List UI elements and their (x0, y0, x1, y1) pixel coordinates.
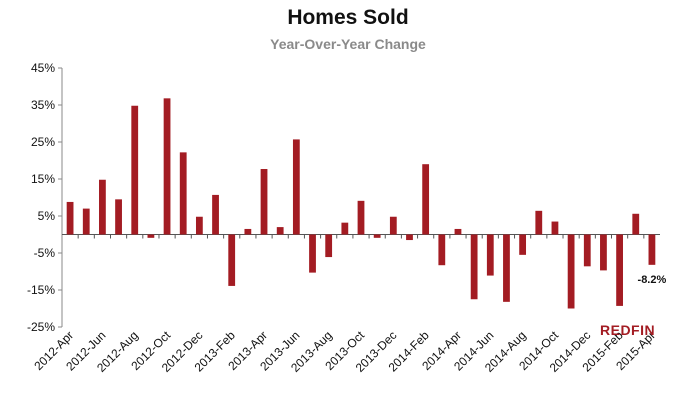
bar (99, 179, 106, 235)
bar (276, 227, 284, 235)
bar (260, 169, 268, 235)
bar (373, 234, 381, 238)
y-tick-label: 35% (31, 98, 55, 112)
redfin-logo: REDFIN (600, 322, 656, 338)
bar (519, 234, 527, 255)
bar (179, 152, 187, 235)
bar (567, 234, 575, 309)
bar (244, 228, 252, 235)
bar (422, 164, 430, 235)
bar (470, 234, 478, 300)
chart-subtitle: Year-Over-Year Change (270, 36, 426, 52)
bar (648, 234, 656, 265)
bar (503, 234, 510, 302)
bar (82, 208, 90, 235)
x-axis: 2012-Apr2012-Jun2012-Aug2012-Oct2012-Dec… (31, 234, 660, 375)
bar (325, 234, 333, 258)
y-axis: 45% 35% 25% 15% 5% -5% -15% -25% (27, 61, 63, 334)
bar (486, 234, 494, 276)
y-tick-label: 25% (31, 135, 55, 149)
bar (616, 234, 623, 306)
bar (212, 194, 219, 235)
data-label: -8.2% (638, 274, 667, 286)
bar (292, 139, 300, 235)
annotations: -8.2% (638, 274, 667, 286)
y-tick-label: 5% (38, 209, 56, 223)
bar (454, 228, 462, 235)
bar (341, 222, 349, 235)
chart-title: Homes Sold (287, 6, 409, 29)
y-tick-label: -5% (34, 246, 56, 260)
bar (357, 200, 365, 235)
bar (551, 221, 559, 235)
bar (583, 234, 591, 267)
bar (406, 234, 413, 241)
bar (195, 216, 203, 235)
y-tick-label: 45% (31, 61, 55, 75)
bar (535, 210, 543, 235)
y-tick-label: 15% (31, 172, 55, 186)
bar (228, 234, 236, 286)
bar (147, 234, 155, 238)
bar (163, 98, 171, 235)
y-tick-label: -25% (27, 320, 55, 334)
bar-series (66, 98, 656, 309)
bar (66, 201, 74, 235)
bar (600, 234, 607, 271)
bar (438, 234, 446, 266)
y-tick-label: -15% (27, 283, 55, 297)
bar (131, 105, 139, 235)
bar (115, 199, 122, 235)
bar (632, 213, 640, 235)
bar (309, 234, 316, 273)
bar (389, 216, 397, 235)
